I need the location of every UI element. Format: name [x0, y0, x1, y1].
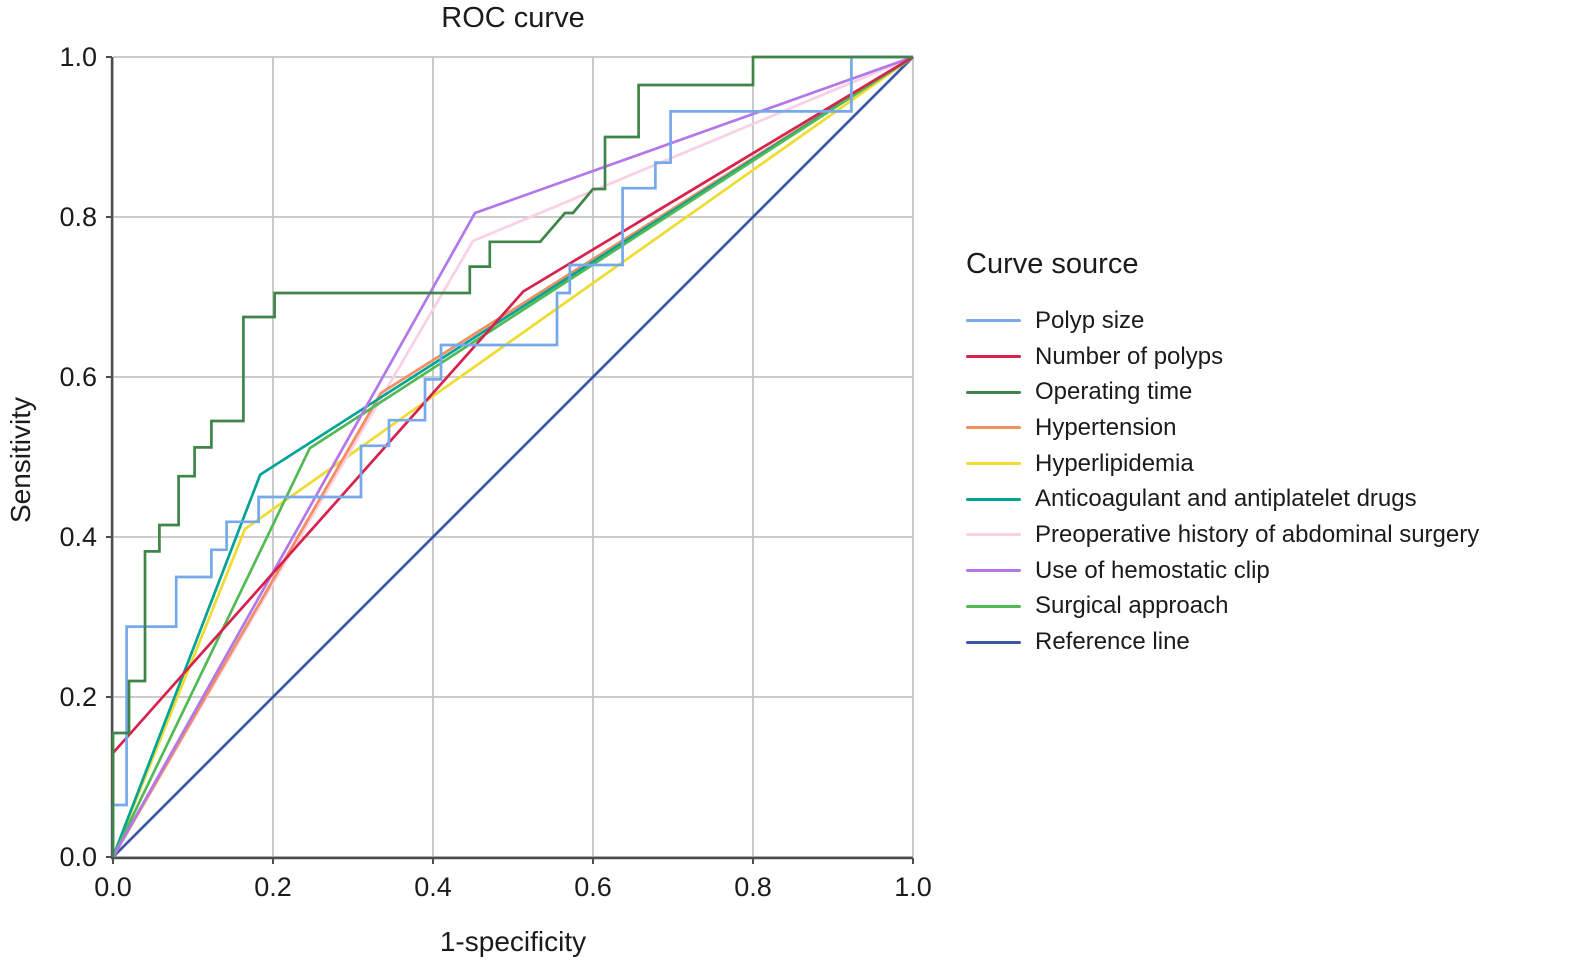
y-tick-label: 0.0 [59, 842, 97, 872]
legend: Curve source Polyp size Number of polyps O… [966, 247, 1479, 660]
curve-hyperlipidemia [111, 55, 914, 858]
x-tick-label: 0.8 [734, 872, 772, 902]
y-tick-label: 0.4 [59, 522, 97, 552]
x-tick-label: 0.0 [94, 872, 132, 902]
y-tick-label: 1.0 [59, 42, 97, 72]
x-tick-label: 0.6 [574, 872, 612, 902]
legend-item-number-of-polyps: Number of polyps [966, 339, 1479, 375]
legend-label: Use of hemostatic clip [1035, 556, 1270, 584]
x-tick-label: 0.2 [254, 872, 292, 902]
legend-swatch-use-of-hemostatic-clip [966, 569, 1021, 573]
legend-item-list: Polyp size Number of polyps Operating time… [966, 303, 1479, 660]
legend-label: Hyperlipidemia [1035, 449, 1194, 477]
legend-item-operating-time: Operating time [966, 374, 1479, 410]
legend-item-use-of-hemostatic-clip: Use of hemostatic clip [966, 553, 1479, 589]
legend-label: Polyp size [1035, 306, 1145, 334]
legend-label: Number of polyps [1035, 342, 1224, 370]
legend-title: Curve source [966, 248, 1139, 280]
curve-reference-line [112, 56, 914, 858]
legend-label: Preoperative history of abdominal surger… [1035, 520, 1480, 548]
legend-label: Reference line [1035, 628, 1190, 656]
legend-swatch-number-of-polyps [966, 355, 1021, 359]
x-tick-label: 0.4 [414, 872, 452, 902]
legend-label: Hypertension [1035, 413, 1177, 441]
legend-swatch-hypertension [966, 426, 1021, 430]
curve-surgical-approach [111, 55, 914, 858]
legend-label: Anticoagulant and antiplatelet drugs [1035, 485, 1417, 513]
legend-item-anticoagulant-and-antiplatelet-drugs: Anticoagulant and antiplatelet drugs [966, 481, 1479, 517]
legend-swatch-surgical-approach [966, 604, 1021, 608]
legend-item-hypertension: Hypertension [966, 410, 1479, 446]
y-tick-label: 0.6 [59, 362, 97, 392]
curve-anticoagulant-and-antiplatelet-drugs [111, 55, 914, 858]
legend-item-polyp-size: Polyp size [966, 303, 1479, 339]
curve-operating-time [111, 55, 913, 857]
legend-swatch-anticoagulant-and-antiplatelet-drugs [966, 497, 1021, 501]
curve-use-of-hemostatic-clip [111, 55, 914, 858]
legend-item-preoperative-history-of-abdominal-surgery: Preoperative history of abdominal surger… [966, 517, 1479, 553]
legend-swatch-preoperative-history-of-abdominal-surgery [966, 533, 1021, 537]
x-tick-label: 1.0 [894, 872, 932, 902]
legend-swatch-polyp-size [966, 319, 1021, 323]
legend-label: Operating time [1035, 378, 1193, 406]
curve-polyp-size [111, 55, 913, 857]
legend-item-reference-line: Reference line [966, 624, 1479, 660]
x-axis-label: 1-specificity [439, 926, 587, 957]
legend-item-surgical-approach: Surgical approach [966, 589, 1479, 625]
legend-item-hyperlipidemia: Hyperlipidemia [966, 446, 1479, 482]
y-tick-label: 0.2 [59, 682, 97, 712]
legend-swatch-reference-line [966, 640, 1021, 644]
legend-swatch-hyperlipidemia [966, 462, 1021, 466]
chart-title: ROC curve [441, 2, 585, 34]
y-tick-label: 0.8 [59, 202, 97, 232]
legend-label: Surgical approach [1035, 592, 1229, 620]
legend-swatch-operating-time [966, 390, 1021, 394]
